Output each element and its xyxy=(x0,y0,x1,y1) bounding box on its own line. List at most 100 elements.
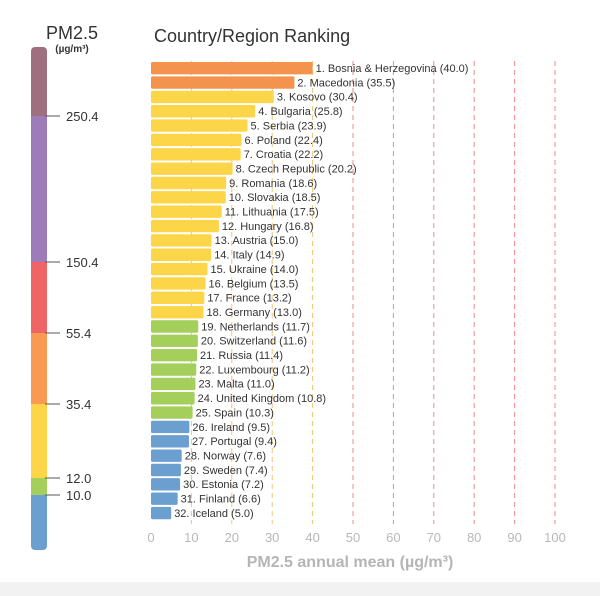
bar-label: 6. Poland (22.4) xyxy=(244,135,322,147)
bar-10-slovakia-18-5 xyxy=(151,191,226,204)
bar-label: 25. Spain (10.3) xyxy=(196,407,274,419)
bar-7-croatia-22-2 xyxy=(151,148,241,161)
bar-label: 29. Sweden (7.4) xyxy=(184,465,268,477)
bar-label: 26. Ireland (9.5) xyxy=(192,422,270,434)
bar-12-hungary-16-8 xyxy=(151,219,219,233)
bar-17-france-13-2 xyxy=(151,291,205,304)
bar-8-czech-republic-20-2 xyxy=(151,162,233,175)
bar-label: 7. Croatia (22.2) xyxy=(244,149,323,161)
legend-band-35-4-55-4 xyxy=(31,333,47,404)
legend-tick-label: 55.4 xyxy=(66,326,91,341)
x-axis-label: PM2.5 annual mean (µg/m³) xyxy=(247,554,454,571)
legend-band-150-4-250-4 xyxy=(31,116,47,262)
chart-title: Country/Region Ranking xyxy=(154,26,350,46)
bar-label: 21. Russia (11.4) xyxy=(200,350,283,362)
bar-20-switzerland-11-6 xyxy=(151,334,198,348)
legend-ticks: 250.4 150.4 55.4 35.4 12.0 10.0 xyxy=(45,109,99,503)
legend-band-250-4-500 xyxy=(31,47,47,116)
bar-label: 22. Luxembourg (11.2) xyxy=(199,364,309,376)
bar-19-netherlands-11-7 xyxy=(151,320,199,333)
bar-label: 18. Germany (13.0) xyxy=(207,307,302,319)
legend-tick-label: 150.4 xyxy=(66,255,99,270)
bar-6-poland-22-4 xyxy=(151,133,242,147)
bar-22-luxembourg-11-2 xyxy=(151,363,197,376)
bar-29-sweden-7-4 xyxy=(151,463,181,477)
bar-4-bulgaria-25-8 xyxy=(151,105,256,118)
bar-18-germany-13-0 xyxy=(151,305,204,319)
bar-23-malta-11-0 xyxy=(151,377,196,391)
bar-1-bosnia-herzegovina-40-0 xyxy=(151,62,313,75)
legend-tick-label: 35.4 xyxy=(66,397,91,412)
pm25-legend: PM2.5 (µg/m³) 250.4 150.4 55.4 35.4 12.0 10.0 xyxy=(31,23,99,550)
legend-band-0-10 xyxy=(31,495,47,550)
x-tick-label: 80 xyxy=(467,530,481,545)
legend-title: PM2.5 xyxy=(46,23,98,43)
legend-band-55-4-150-4 xyxy=(31,262,47,333)
x-tick-label: 90 xyxy=(507,530,521,545)
bar-28-norway-7-6 xyxy=(151,449,182,462)
bar-label: 15. Ukraine (14.0) xyxy=(211,264,299,276)
bar-label: 19. Netherlands (11.7) xyxy=(201,321,310,333)
bar-15-ukraine-14-0 xyxy=(151,262,208,276)
x-axis-ticks: 0 10 20 30 40 50 60 70 80 90 100 xyxy=(147,530,565,545)
legend-unit: (µg/m³) xyxy=(55,44,89,55)
bar-label: 9. Romania (18.6) xyxy=(229,178,317,190)
bar-label: 14. Italy (14.9) xyxy=(214,250,284,262)
bar-21-russia-11-4 xyxy=(151,349,198,362)
legend-tick-label: 250.4 xyxy=(66,109,99,124)
bar-label: 20. Switzerland (11.6) xyxy=(201,336,307,348)
bars xyxy=(151,62,313,520)
bar-31-finland-6-6 xyxy=(151,492,178,505)
bar-11-lithuania-17-5 xyxy=(151,205,222,218)
bar-label: 24. United Kingdom (10.8) xyxy=(198,393,326,405)
bar-32-iceland-5-0 xyxy=(151,506,172,520)
bar-label: 5. Serbia (23.9) xyxy=(251,120,327,132)
bar-label: 2. Macedonia (35.5) xyxy=(297,77,395,89)
bar-label: 30. Estonia (7.2) xyxy=(183,479,264,491)
legend-tick-label: 12.0 xyxy=(66,471,91,486)
bar-label: 32. Iceland (5.0) xyxy=(174,508,254,520)
bar-label: 27. Portugal (9.4) xyxy=(192,436,277,448)
ranking-chart: Country/Region Ranking 1. Bosnia & Herze… xyxy=(147,26,565,571)
bar-3-kosovo-30-4 xyxy=(151,90,274,104)
bar-label: 12. Hungary (16.8) xyxy=(222,221,314,233)
x-tick-label: 70 xyxy=(427,530,441,545)
bar-14-italy-14-9 xyxy=(151,248,212,261)
pm25-ranking-figure: PM2.5 (µg/m³) 250.4 150.4 55.4 35.4 12.0 10.0… xyxy=(31,23,566,571)
bar-label: 10. Slovakia (18.5) xyxy=(229,192,321,204)
bar-24-united-kingdom-10-8 xyxy=(151,392,195,405)
x-tick-label: 50 xyxy=(346,530,360,545)
x-tick-label: 20 xyxy=(225,530,239,545)
x-tick-label: 60 xyxy=(386,530,400,545)
bar-27-portugal-9-4 xyxy=(151,435,189,448)
footer-band xyxy=(0,582,600,596)
bar-labels: 1. Bosnia & Herzegovina (40.0) 2. Macedon… xyxy=(174,63,468,520)
bar-9-romania-18-6 xyxy=(151,176,227,190)
legend-band-12-35-4 xyxy=(31,404,47,478)
bar-label: 16. Belgium (13.5) xyxy=(209,278,299,290)
bar-label: 3. Kosovo (30.4) xyxy=(277,92,358,104)
bar-2-macedonia-35-5 xyxy=(151,76,295,89)
x-tick-label: 0 xyxy=(147,530,154,545)
bar-30-estonia-7-2 xyxy=(151,478,181,491)
bar-13-austria-15-0 xyxy=(151,234,212,247)
bar-label: 31. Finland (6.6) xyxy=(181,494,261,506)
bar-label: 11. Lithuania (17.5) xyxy=(225,207,319,219)
x-tick-label: 40 xyxy=(305,530,319,545)
bar-label: 17. France (13.2) xyxy=(207,293,291,305)
bar-label: 4. Bulgaria (25.8) xyxy=(258,106,342,118)
bar-5-serbia-23-9 xyxy=(151,119,248,132)
x-tick-label: 10 xyxy=(184,530,198,545)
bar-label: 28. Norway (7.6) xyxy=(185,450,266,462)
legend-tick-label: 10.0 xyxy=(66,488,91,503)
bar-26-ireland-9-5 xyxy=(151,420,190,434)
x-tick-label: 100 xyxy=(544,530,566,545)
bar-label: 1. Bosnia & Herzegovina (40.0) xyxy=(316,63,469,75)
x-tick-label: 30 xyxy=(265,530,279,545)
bar-label: 8. Czech Republic (20.2) xyxy=(236,163,357,175)
bar-label: 13. Austria (15.0) xyxy=(215,235,299,247)
bar-label: 23. Malta (11.0) xyxy=(198,379,274,391)
legend-band-10-12 xyxy=(31,478,47,495)
legend-color-bar xyxy=(31,47,47,550)
